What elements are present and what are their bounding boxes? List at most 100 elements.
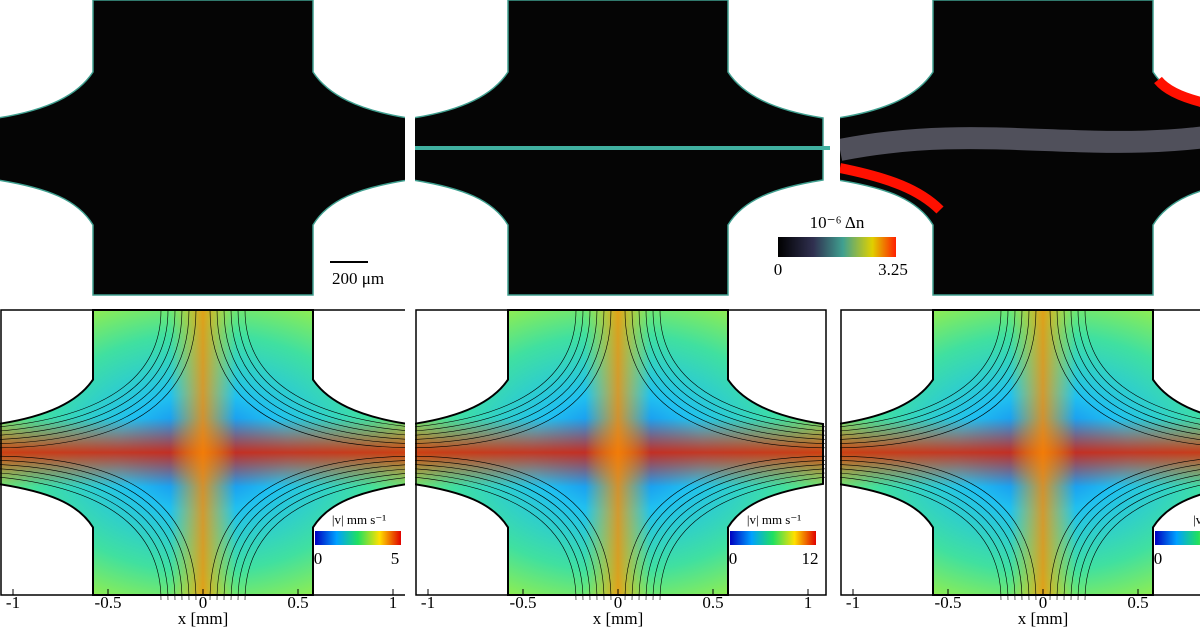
streamline bbox=[237, 473, 405, 601]
velocity-row: |v| mm s⁻¹ 0 5 -1 -0.5 0 0.5 1 x [mm] |v| mm s⁻¹ 0… bbox=[0, 309, 1200, 628]
streamline bbox=[659, 476, 826, 601]
streamline bbox=[230, 468, 405, 601]
streamline bbox=[244, 477, 405, 601]
streamline bbox=[415, 455, 612, 601]
x-tick-label: 0.5 bbox=[1127, 593, 1148, 612]
frame bbox=[840, 309, 1200, 596]
x-axis-label: x [mm] bbox=[178, 609, 229, 628]
birefringence-panel bbox=[840, 0, 1200, 296]
streamlines bbox=[840, 309, 1200, 601]
streamline bbox=[638, 464, 826, 601]
streamline bbox=[1077, 479, 1200, 601]
streamline bbox=[0, 309, 162, 428]
streamline bbox=[223, 309, 405, 440]
colorbar bbox=[315, 531, 401, 545]
colorbar-label: 10⁻⁶ Δn bbox=[810, 213, 865, 232]
streamline bbox=[1056, 309, 1200, 440]
streamline bbox=[1070, 309, 1200, 430]
birefringence-panel bbox=[415, 0, 830, 296]
velocity-panel: |v| mm s⁻¹ 0 5 -1 -0.5 0 0.5 1 x [mm] bbox=[0, 309, 405, 628]
streamline bbox=[415, 464, 598, 601]
colorbar-max: 12 bbox=[802, 549, 819, 568]
streamlines bbox=[415, 309, 826, 601]
x-tick-label: 0.5 bbox=[702, 593, 723, 612]
streamline bbox=[840, 309, 1016, 436]
streamline bbox=[415, 460, 605, 601]
streamline bbox=[1063, 309, 1200, 435]
colorbar-min: 0 bbox=[774, 260, 783, 279]
streamline bbox=[652, 309, 826, 432]
colorbar bbox=[730, 531, 816, 545]
streamline bbox=[1063, 469, 1200, 601]
streamline bbox=[840, 460, 1030, 601]
x-tick-label: 1 bbox=[804, 593, 813, 612]
streamline bbox=[415, 468, 591, 601]
streamline bbox=[0, 468, 176, 601]
streamline bbox=[415, 309, 584, 432]
streamline bbox=[624, 455, 826, 601]
streamline bbox=[1056, 464, 1200, 601]
streamline bbox=[840, 455, 1037, 601]
streamline bbox=[0, 309, 176, 436]
x-tick-label: 0.5 bbox=[287, 593, 308, 612]
streamline bbox=[659, 309, 826, 428]
streamline bbox=[415, 309, 598, 440]
colorbar-max: 3.25 bbox=[878, 260, 908, 279]
x-tick-label: -1 bbox=[846, 593, 860, 612]
frame bbox=[0, 309, 405, 596]
streamline bbox=[624, 309, 826, 449]
streamline bbox=[209, 456, 405, 601]
streamline bbox=[652, 472, 826, 601]
streamline bbox=[0, 309, 183, 440]
band-v bbox=[415, 310, 823, 595]
streamline bbox=[0, 460, 190, 601]
birefringence-panel bbox=[0, 0, 405, 296]
streamline bbox=[1077, 309, 1200, 425]
streamline bbox=[216, 460, 405, 601]
velocity-panel: |v| mm s⁻¹ 0 12 -1 -0.5 0 0.5 1 x [mm] bbox=[415, 309, 827, 628]
birefringence-row bbox=[0, 0, 1200, 296]
streamline bbox=[840, 309, 1037, 449]
streamline bbox=[216, 309, 405, 444]
colorbar-min: 0 bbox=[314, 549, 323, 568]
centerline bbox=[415, 146, 830, 150]
colorbar-label: |v| bbox=[1193, 512, 1200, 527]
streamline bbox=[415, 476, 577, 601]
streamlines bbox=[0, 309, 405, 601]
streamline bbox=[209, 309, 405, 448]
colorbar bbox=[1155, 531, 1200, 545]
x-tick-label: 0 bbox=[1039, 593, 1048, 612]
streamline bbox=[840, 309, 1009, 432]
streamline bbox=[415, 309, 605, 444]
band-v bbox=[840, 310, 1200, 595]
x-tick-label: 0 bbox=[614, 593, 623, 612]
frame bbox=[415, 309, 827, 596]
streamline bbox=[0, 472, 169, 601]
velocity-panel: |v| 0 -1 -0.5 0 0.5 x [mm] bbox=[840, 309, 1200, 628]
streamline bbox=[840, 464, 1023, 601]
streamline bbox=[0, 309, 190, 444]
x-tick-label: -0.5 bbox=[95, 593, 122, 612]
streamline bbox=[840, 472, 1009, 601]
x-tick-label: -0.5 bbox=[510, 593, 537, 612]
streamline bbox=[840, 309, 1030, 444]
streamline bbox=[638, 309, 826, 440]
colorbar-label: |v| mm s⁻¹ bbox=[332, 512, 386, 527]
streamline bbox=[0, 476, 162, 601]
x-axis-label: x [mm] bbox=[1018, 609, 1069, 628]
x-axis-label: x [mm] bbox=[593, 609, 644, 628]
streamline bbox=[415, 472, 584, 601]
band-v bbox=[0, 310, 405, 595]
streamline bbox=[230, 309, 405, 436]
channel bbox=[0, 0, 405, 296]
x-tick-label: -0.5 bbox=[935, 593, 962, 612]
streamline bbox=[0, 309, 197, 449]
streamline bbox=[0, 309, 169, 432]
streamline bbox=[1084, 309, 1200, 420]
colorbar-min: 0 bbox=[1154, 549, 1163, 568]
streamline bbox=[1049, 459, 1200, 601]
streamline bbox=[1084, 484, 1200, 601]
stress-edge bbox=[1154, 76, 1200, 107]
x-tick-label: -1 bbox=[6, 593, 20, 612]
